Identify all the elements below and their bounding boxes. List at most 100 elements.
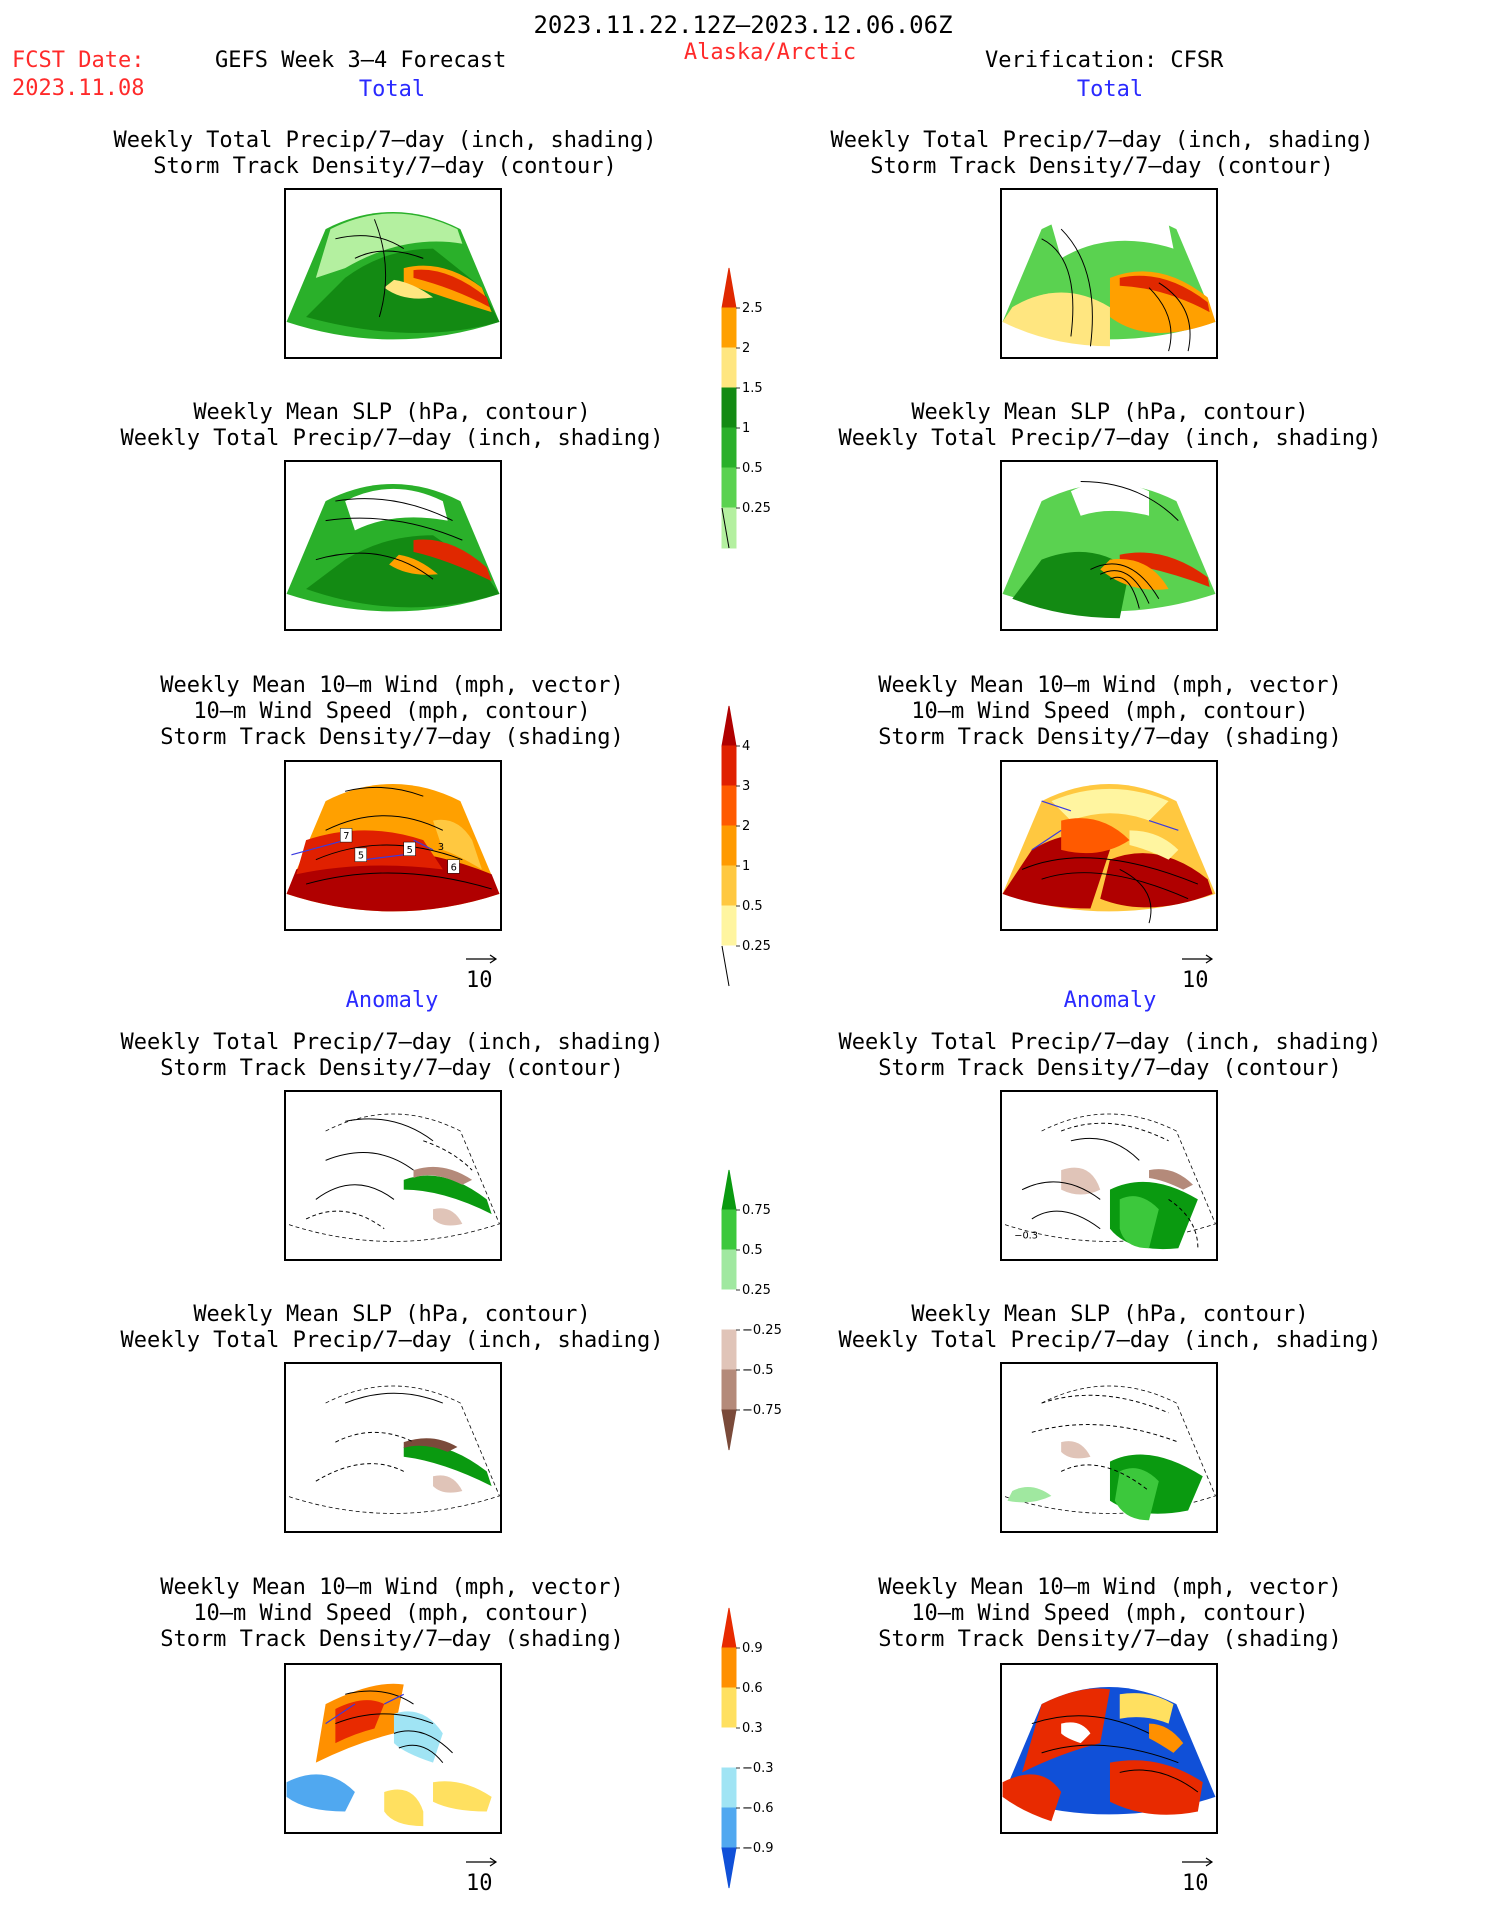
colorbar-label: −0.25 — [742, 1323, 782, 1338]
vector-ref-fcst-anom: 10 — [466, 1848, 500, 1896]
colorbar-label: 0.75 — [742, 1203, 771, 1218]
map-verif-total-slp — [1000, 460, 1218, 631]
map-fcst-anom-wind — [284, 1663, 502, 1834]
colorbar-precip-total: 2.5 2 1.5 1 0.5 0.25 — [718, 267, 838, 562]
map-fcst-anom-precip — [284, 1090, 502, 1261]
colorbar-band — [721, 745, 737, 787]
arrow-right-icon — [1182, 1857, 1214, 1867]
colorbar-band — [721, 1169, 737, 1211]
panel-title-fcst-total-precip: Weekly Total Precip/7–day (inch, shading… — [113, 128, 657, 179]
colorbar-label: 1.5 — [742, 381, 763, 396]
map-verif-anom-slp — [1000, 1362, 1218, 1533]
map-verif-total-slp-svg — [1002, 481, 1216, 619]
colorbar-band — [721, 267, 737, 309]
colorbar-tail — [721, 945, 730, 987]
section-total-verification: Total — [1076, 77, 1144, 102]
colorbar-label: 0.5 — [742, 461, 763, 476]
panel-title-verif-total-slp: Weekly Mean SLP (hPa, contour) Weekly Tot… — [838, 400, 1382, 451]
colorbar-band — [721, 427, 737, 469]
colorbar-band — [721, 1647, 737, 1689]
map-fcst-total-slp-svg — [286, 483, 500, 612]
region-title: Alaska/Arctic — [683, 40, 857, 65]
colorbar-band — [721, 825, 737, 867]
colorbar-label: −0.6 — [742, 1801, 774, 1816]
panel-title-verif-total-wind: Weekly Mean 10–m Wind (mph, vector) 10–m … — [878, 673, 1342, 750]
section-anomaly-forecast: Anomaly — [345, 988, 439, 1013]
colorbar-band — [721, 1329, 737, 1371]
colorbar-band — [721, 945, 737, 987]
map-verif-total-wind — [1000, 760, 1218, 931]
panel-title-fcst-anom-precip: Weekly Total Precip/7–day (inch, shading… — [120, 1030, 664, 1081]
colorbar-band — [721, 1847, 737, 1889]
arrow-right-icon — [466, 954, 498, 964]
map-verif-anom-slp-svg — [1002, 1385, 1216, 1521]
vector-ref-verif-total: 10 — [1182, 945, 1216, 993]
colorbar-precip-anom: 0.75 0.5 0.25 −0.25 −0.5 −0.75 — [718, 1169, 838, 1464]
colorbar-label: −0.5 — [742, 1363, 774, 1378]
wind-label-4: 3 — [438, 842, 444, 853]
fcst-date: 2023.11.08 — [12, 76, 145, 101]
colorbar-band — [721, 905, 737, 947]
colorbar-storm-total: 4 3 2 1 0.5 0.25 — [718, 705, 838, 1000]
product-title: GEFS Week 3–4 Forecast — [215, 48, 507, 73]
map-verif-anom-precip: −0.3 — [1000, 1090, 1218, 1261]
colorbar-label: 0.25 — [742, 939, 771, 954]
colorbar-band — [721, 1727, 737, 1769]
map-verif-anom-wind-svg — [1002, 1686, 1216, 1822]
colorbar-band — [721, 865, 737, 907]
panel-title-fcst-total-wind: Weekly Mean 10–m Wind (mph, vector) 10–m … — [160, 673, 624, 750]
colorbar-band — [721, 1687, 737, 1729]
colorbar-label: 3 — [742, 779, 750, 794]
colorbar-label: 1 — [742, 859, 750, 874]
panel-title-verif-anom-wind: Weekly Mean 10–m Wind (mph, vector) 10–m … — [878, 1575, 1342, 1652]
colorbar-band — [721, 307, 737, 349]
panel-title-fcst-anom-slp: Weekly Mean SLP (hPa, contour) Weekly Tot… — [120, 1302, 664, 1353]
colorbar-tail — [721, 507, 730, 549]
map-fcst-anom-wind-svg — [286, 1683, 500, 1827]
colorbar-band — [721, 1249, 737, 1291]
fcst-label: FCST Date: — [12, 48, 145, 73]
colorbar-label: −0.75 — [742, 1403, 782, 1418]
colorbar-label: −0.3 — [742, 1761, 774, 1776]
colorbar-label: 2.5 — [742, 301, 763, 316]
map-verif-anom-precip-svg: −0.3 — [1002, 1113, 1216, 1250]
colorbar-label: 0.9 — [742, 1641, 763, 1656]
anom-label: −0.3 — [1014, 1230, 1038, 1241]
map-fcst-anom-precip-svg — [286, 1113, 500, 1242]
colorbar-band — [721, 1289, 737, 1331]
vector-ref-verif-anom: 10 — [1182, 1848, 1216, 1896]
colorbar-band — [721, 785, 737, 827]
map-fcst-total-precip-svg — [286, 211, 500, 340]
colorbar-storm-anom: 0.9 0.6 0.3 −0.3 −0.6 −0.9 — [718, 1607, 838, 1902]
colorbar-label: 2 — [742, 819, 750, 834]
wind-label-2: 5 — [407, 845, 413, 856]
map-verif-total-precip-svg — [1002, 210, 1216, 352]
panel-title-verif-anom-slp: Weekly Mean SLP (hPa, contour) Weekly Tot… — [838, 1302, 1382, 1353]
section-anomaly-verification: Anomaly — [1063, 988, 1157, 1013]
colorbar-label: 0.25 — [742, 1283, 771, 1298]
colorbar-label: 0.6 — [742, 1681, 763, 1696]
map-fcst-total-wind: 7 5 5 6 3 — [284, 760, 502, 931]
map-verif-total-wind-svg — [1002, 783, 1216, 924]
wind-label-3: 6 — [451, 862, 457, 873]
colorbar-label: 2 — [742, 341, 750, 356]
map-fcst-total-precip — [284, 188, 502, 359]
colorbar-band — [721, 1807, 737, 1849]
colorbar-label: 0.25 — [742, 501, 771, 516]
verification-title: Verification: CFSR — [985, 48, 1224, 73]
colorbar-label: −0.9 — [742, 1841, 774, 1856]
colorbar-band — [721, 1209, 737, 1251]
colorbar-label: 0.5 — [742, 1243, 763, 1258]
vector-ref-fcst-total: 10 — [466, 945, 500, 993]
panel-title-fcst-anom-wind: Weekly Mean 10–m Wind (mph, vector) 10–m … — [160, 1575, 624, 1652]
map-verif-anom-wind — [1000, 1663, 1218, 1834]
colorbar-band — [721, 1369, 737, 1411]
panel-title-verif-total-precip: Weekly Total Precip/7–day (inch, shading… — [830, 128, 1374, 179]
wind-label-1: 5 — [358, 851, 364, 862]
colorbar-label: 1 — [742, 421, 750, 436]
colorbar-band — [721, 467, 737, 509]
wind-label-0: 7 — [343, 831, 349, 842]
map-fcst-total-wind-svg: 7 5 5 6 3 — [286, 783, 500, 912]
colorbar-band — [721, 705, 737, 747]
colorbar-band — [721, 1767, 737, 1809]
